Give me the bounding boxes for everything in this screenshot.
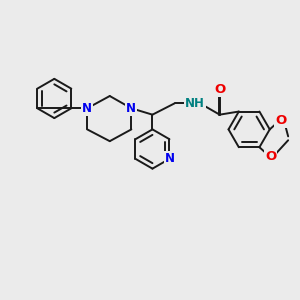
Text: O: O (265, 150, 276, 163)
Text: N: N (126, 102, 136, 115)
Text: NH: NH (185, 97, 205, 110)
Text: O: O (214, 82, 225, 96)
Text: N: N (82, 102, 92, 115)
Text: N: N (164, 152, 175, 165)
Text: O: O (275, 114, 287, 127)
